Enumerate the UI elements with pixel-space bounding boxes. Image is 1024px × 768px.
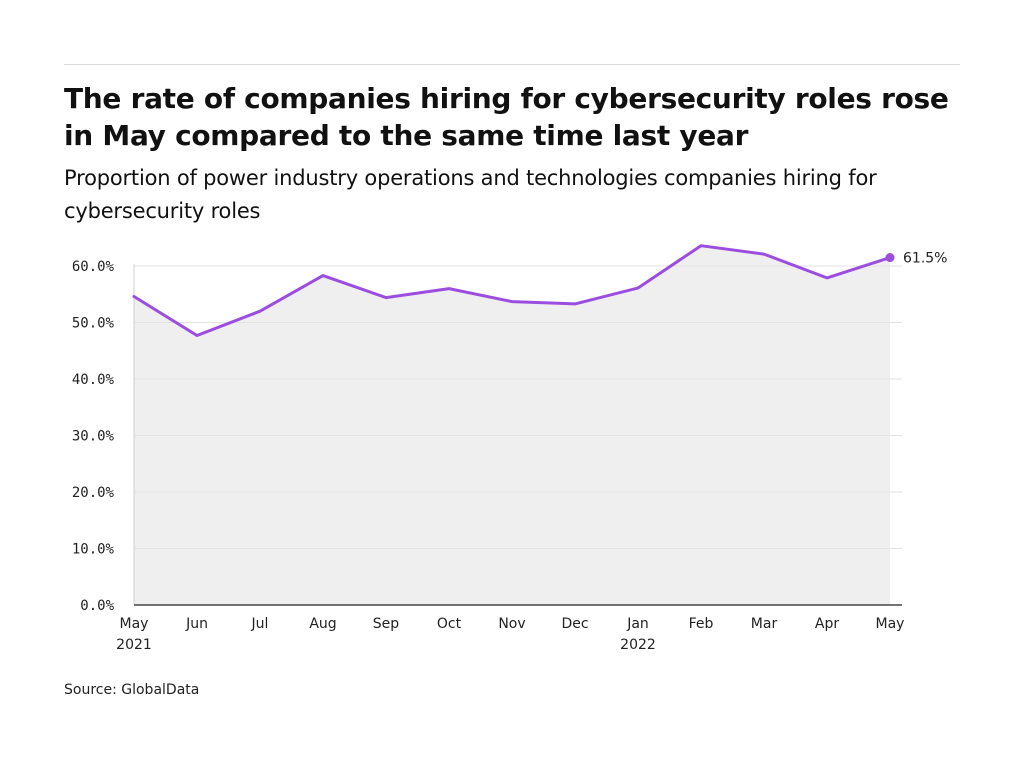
x-tick-label: Jul <box>251 616 269 632</box>
x-tick-label: Nov <box>498 616 525 632</box>
chart-subtitle: Proportion of power industry operations … <box>64 166 877 223</box>
y-tick-label: 40.0% <box>72 372 115 388</box>
y-tick-label: 0.0% <box>80 598 114 614</box>
x-tick-label: 2022 <box>620 637 656 653</box>
y-tick-label: 30.0% <box>72 429 115 445</box>
x-tick-label: Jun <box>185 616 208 632</box>
source-note: Source: GlobalData <box>64 682 200 698</box>
x-tick-label: Mar <box>751 616 778 632</box>
chart-title: The rate of companies hiring for cyberse… <box>64 82 949 152</box>
x-tick-label: Sep <box>373 616 400 632</box>
area-fill <box>134 245 890 605</box>
y-tick-label: 20.0% <box>72 485 115 501</box>
x-tick-label: Aug <box>309 616 336 632</box>
y-tick-label: 50.0% <box>72 316 115 332</box>
y-tick-label: 60.0% <box>72 259 115 275</box>
end-point-marker <box>885 253 895 263</box>
x-tick-label: Jan <box>626 616 649 632</box>
x-tick-label: Apr <box>815 616 839 632</box>
x-tick-label: Dec <box>561 616 588 632</box>
x-tick-label: May <box>876 616 905 632</box>
y-tick-label: 10.0% <box>72 542 115 558</box>
x-tick-label: 2021 <box>116 637 152 653</box>
x-tick-label: Oct <box>437 616 462 632</box>
x-tick-label: Feb <box>689 616 714 632</box>
x-tick-label: May <box>120 616 149 632</box>
top-divider <box>64 64 960 65</box>
series-line <box>132 244 892 337</box>
end-value-label: 61.5% <box>903 251 947 267</box>
